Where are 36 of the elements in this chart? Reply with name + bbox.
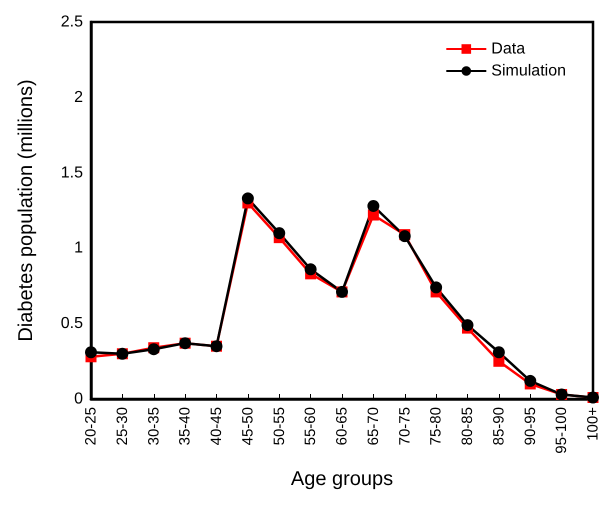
x-tick-label: 70-75 [396, 407, 414, 446]
x-tick-label: 25-30 [114, 407, 131, 446]
x-tick-label: 20-25 [82, 407, 100, 446]
x-tick-label: 50-55 [270, 407, 288, 446]
point [85, 346, 97, 358]
x-tick-label: 30-35 [145, 407, 162, 446]
point [273, 227, 286, 240]
x-axis-title: Age groups [290, 468, 394, 490]
point [242, 192, 254, 204]
point [492, 346, 505, 358]
x-tick-label: 65-70 [364, 407, 382, 446]
y-tick-label: 1 [74, 240, 84, 257]
y-tick-label: 2.5 [60, 14, 84, 30]
point [430, 281, 442, 294]
legend-label: Simulation [491, 62, 566, 80]
x-tick-label: 85-90 [490, 407, 508, 446]
y-tick-label: 2 [74, 88, 84, 106]
x-tick-label: 35-40 [176, 407, 194, 446]
y-tick-label: 0 [74, 390, 84, 408]
legend-label: Data [491, 40, 526, 58]
x-tick-label: 40-45 [208, 407, 225, 446]
x-tick-label: 75-80 [428, 407, 445, 446]
point [367, 200, 380, 212]
y-axis-title: Diabetes population (millions) [15, 79, 37, 342]
x-tick-label: 60-65 [334, 407, 350, 446]
x-tick-label: 95-100 [553, 407, 570, 454]
y-tick-label: 1.5 [60, 164, 84, 182]
x-tick-label: 80-85 [459, 407, 476, 446]
point [304, 263, 317, 276]
x-tick-label: 55-60 [302, 407, 320, 446]
x-tick-label: 100+ [584, 406, 602, 441]
point [524, 374, 536, 387]
y-tick-label: 0.5 [60, 315, 84, 332]
x-tick-label: 45-50 [239, 407, 256, 446]
point [462, 319, 474, 332]
x-tick-label: 90-95 [522, 407, 539, 446]
